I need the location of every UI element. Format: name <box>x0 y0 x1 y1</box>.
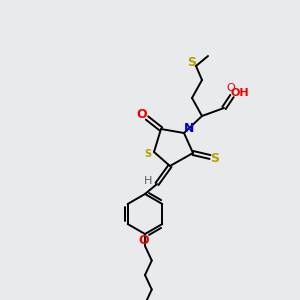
Text: N: N <box>184 122 194 134</box>
Text: O: O <box>137 109 147 122</box>
Text: OH: OH <box>231 88 249 98</box>
Text: O: O <box>139 235 149 248</box>
Text: O: O <box>226 83 236 93</box>
Text: S: S <box>144 149 152 159</box>
Text: H: H <box>144 176 152 186</box>
Text: S: S <box>188 56 196 70</box>
Text: S: S <box>211 152 220 164</box>
